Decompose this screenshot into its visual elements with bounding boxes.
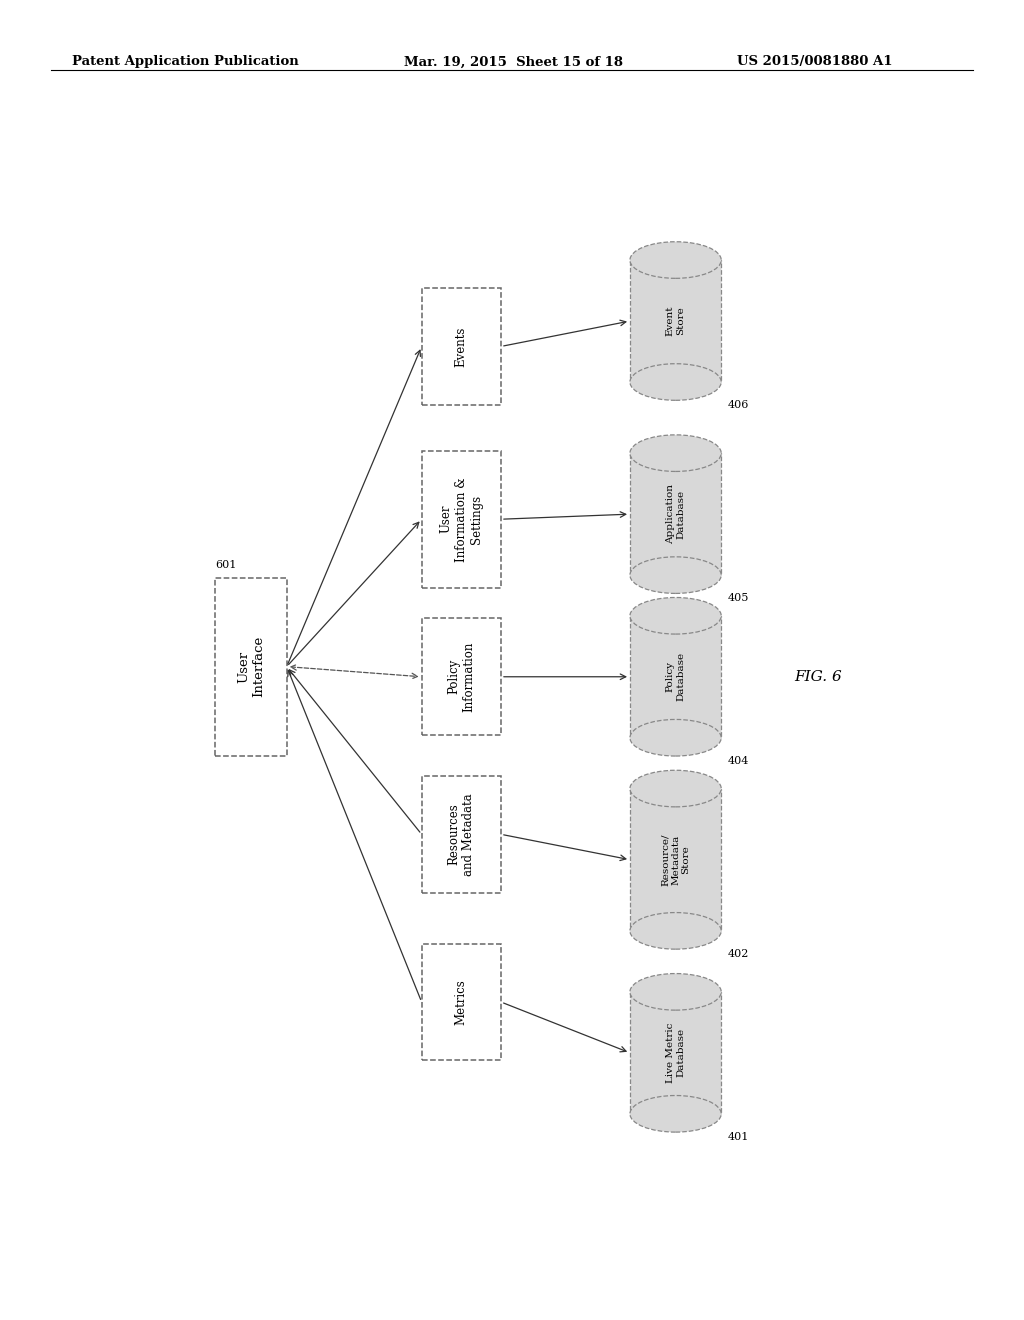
Text: User
Interface: User Interface (237, 636, 265, 697)
Text: 405: 405 (728, 594, 749, 603)
Text: 401: 401 (728, 1133, 749, 1142)
Bar (422, 944, 501, 1060)
Text: 601: 601 (215, 560, 237, 569)
Ellipse shape (630, 771, 721, 807)
Ellipse shape (630, 974, 721, 1010)
Text: Policy
Information: Policy Information (447, 642, 475, 711)
FancyBboxPatch shape (630, 260, 721, 381)
Text: Event
Store: Event Store (666, 306, 685, 337)
FancyBboxPatch shape (630, 788, 721, 931)
Text: 406: 406 (728, 400, 749, 411)
Text: Metrics: Metrics (455, 979, 468, 1024)
Text: Live Metric
Database: Live Metric Database (666, 1023, 685, 1082)
Ellipse shape (630, 242, 721, 279)
Ellipse shape (630, 1096, 721, 1133)
Ellipse shape (630, 719, 721, 756)
Text: Resources
and Metadata: Resources and Metadata (447, 793, 475, 875)
FancyBboxPatch shape (630, 991, 721, 1114)
FancyBboxPatch shape (630, 453, 721, 576)
Ellipse shape (630, 557, 721, 594)
Bar (422, 776, 501, 892)
Text: Resource/
Metadata
Store: Resource/ Metadata Store (660, 833, 690, 886)
Text: Mar. 19, 2015  Sheet 15 of 18: Mar. 19, 2015 Sheet 15 of 18 (404, 55, 624, 69)
Text: 404: 404 (728, 756, 749, 766)
Text: FIG. 6: FIG. 6 (795, 669, 843, 684)
FancyBboxPatch shape (630, 615, 721, 738)
Bar (422, 618, 501, 735)
Bar (422, 288, 501, 405)
Bar (215, 578, 287, 755)
Text: US 2015/0081880 A1: US 2015/0081880 A1 (737, 55, 893, 69)
Ellipse shape (630, 598, 721, 634)
Text: User
Information &
Settings: User Information & Settings (440, 477, 482, 561)
Bar (422, 450, 501, 587)
Ellipse shape (630, 912, 721, 949)
Ellipse shape (630, 434, 721, 471)
Text: Application
Database: Application Database (666, 484, 685, 544)
Text: Events: Events (455, 326, 468, 367)
Ellipse shape (630, 364, 721, 400)
Text: 402: 402 (728, 949, 749, 960)
Text: Patent Application Publication: Patent Application Publication (72, 55, 298, 69)
Text: Policy
Database: Policy Database (666, 652, 685, 701)
